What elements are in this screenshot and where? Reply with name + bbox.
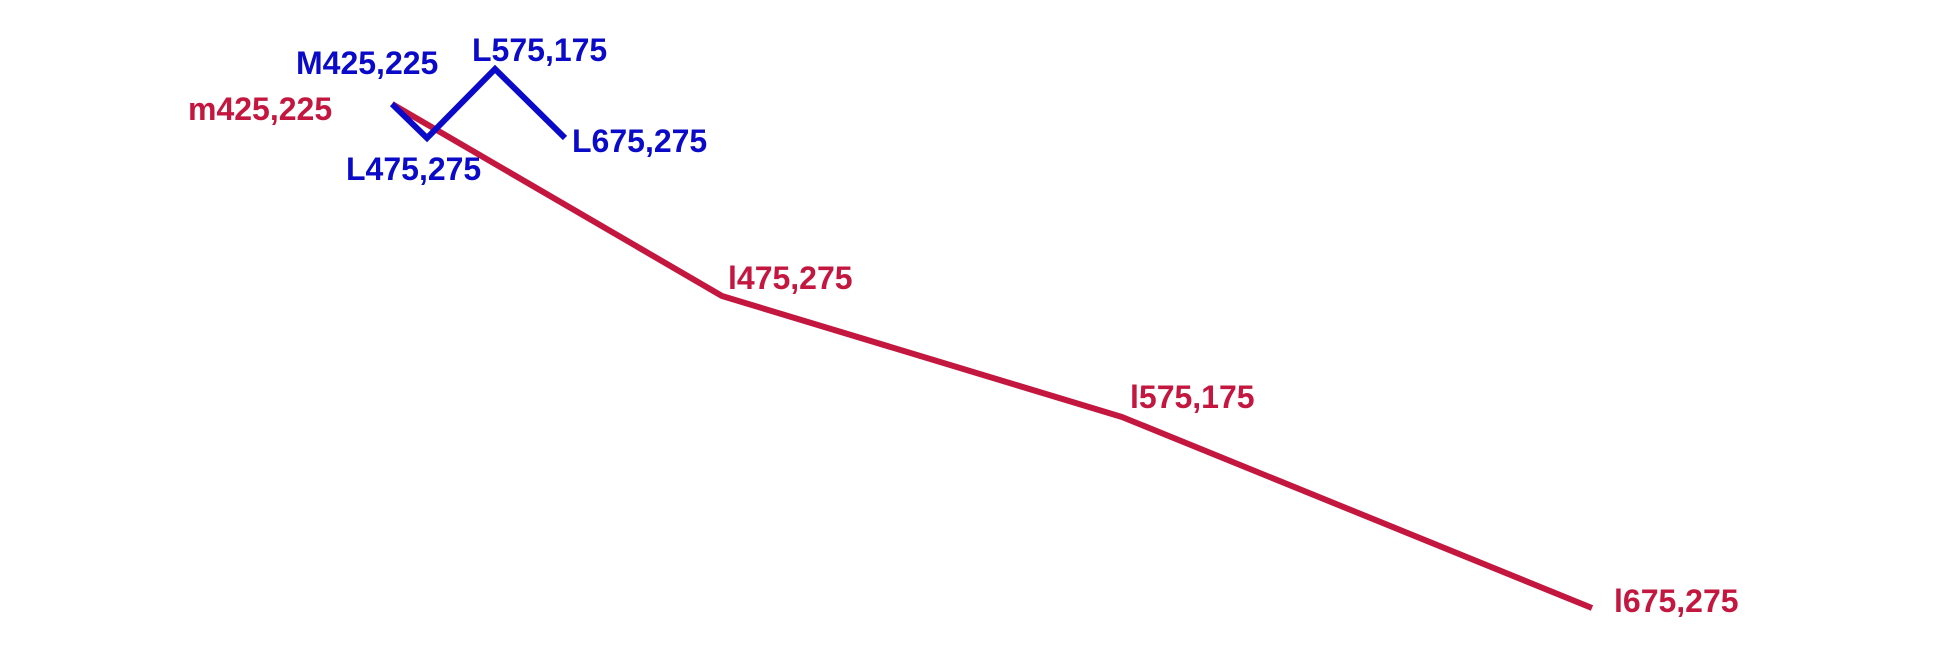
relative-line2-label: l575,175 bbox=[1130, 379, 1255, 415]
relative-line3-label: l675,275 bbox=[1614, 583, 1739, 619]
absolute-line2-label: L575,175 bbox=[472, 32, 607, 68]
absolute-path-line bbox=[389, 64, 568, 143]
relative-move-label: m425,225 bbox=[188, 91, 332, 127]
absolute-line1-label: L475,275 bbox=[346, 151, 481, 187]
absolute-line3-label: L675,275 bbox=[572, 123, 707, 159]
relative-path-line bbox=[390, 101, 1594, 611]
absolute-move-label: M425,225 bbox=[296, 45, 438, 81]
relative-line1-label: l475,275 bbox=[728, 260, 853, 296]
